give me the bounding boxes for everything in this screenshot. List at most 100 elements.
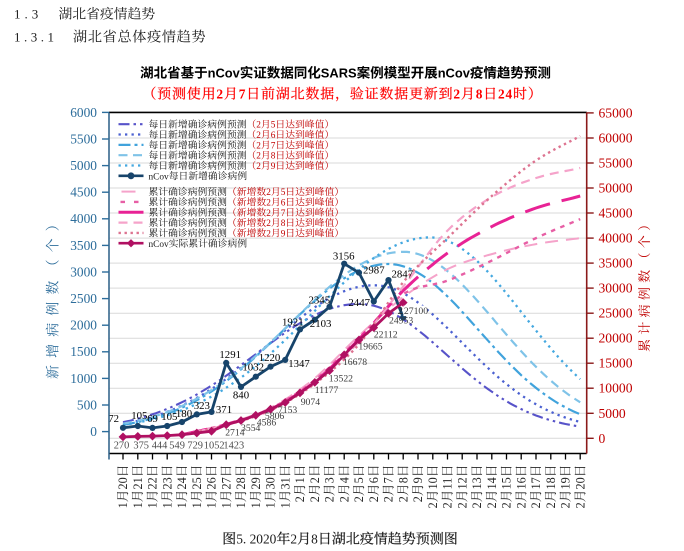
svg-text:15000: 15000	[599, 356, 633, 371]
svg-text:2: 2	[256, 152, 261, 162]
svg-text:2: 2	[367, 496, 381, 502]
svg-text:729: 729	[187, 440, 203, 451]
svg-text:2: 2	[256, 121, 261, 131]
svg-text:2714: 2714	[225, 428, 245, 439]
svg-text:29: 29	[249, 477, 263, 489]
svg-text:1: 1	[264, 502, 278, 508]
svg-text:45000: 45000	[599, 206, 633, 221]
svg-text:105: 105	[161, 411, 177, 423]
svg-text:2: 2	[515, 502, 529, 508]
svg-text:27: 27	[219, 477, 233, 489]
svg-text:4: 4	[337, 477, 351, 483]
svg-text:2: 2	[426, 502, 440, 508]
svg-text:nCov: nCov	[149, 240, 169, 250]
svg-text:1: 1	[249, 502, 263, 508]
svg-text:2: 2	[216, 87, 224, 102]
svg-text:9074: 9074	[301, 397, 321, 408]
svg-text:7153: 7153	[278, 405, 298, 416]
svg-text:30000: 30000	[599, 281, 633, 296]
svg-text:1: 1	[146, 502, 160, 508]
svg-text:549: 549	[169, 440, 185, 451]
svg-text:0: 0	[90, 424, 97, 439]
svg-text:3554: 3554	[241, 423, 261, 434]
svg-text:375: 375	[133, 440, 149, 451]
svg-text:1: 1	[293, 477, 307, 483]
svg-text:24: 24	[175, 477, 189, 489]
svg-text:2: 2	[266, 198, 271, 208]
svg-text:2987: 2987	[363, 265, 385, 277]
svg-text:72: 72	[108, 413, 119, 425]
svg-text:19: 19	[559, 477, 573, 489]
svg-text:500: 500	[77, 397, 97, 412]
svg-text:30: 30	[264, 477, 278, 489]
svg-text:2: 2	[266, 219, 271, 229]
svg-text:5000: 5000	[599, 406, 626, 421]
svg-text:17: 17	[529, 477, 543, 489]
svg-text:28: 28	[234, 477, 248, 489]
svg-text:7: 7	[239, 87, 247, 102]
svg-text:6: 6	[281, 198, 286, 208]
svg-text:1: 1	[234, 502, 248, 508]
svg-text:1: 1	[116, 502, 130, 508]
svg-text:2103: 2103	[310, 318, 332, 330]
svg-text:1.3: 1.3	[14, 7, 42, 22]
svg-text:23: 23	[160, 477, 174, 489]
svg-text:15: 15	[500, 477, 514, 489]
svg-text:2: 2	[574, 502, 588, 508]
svg-text:4586: 4586	[257, 417, 277, 428]
svg-text:2: 2	[441, 502, 455, 508]
svg-text:2: 2	[308, 477, 322, 483]
svg-text:105: 105	[131, 410, 147, 422]
svg-text:2: 2	[352, 496, 366, 502]
svg-text:20: 20	[574, 477, 588, 489]
svg-text:323: 323	[194, 400, 210, 412]
svg-text:24: 24	[498, 87, 513, 102]
svg-text:2: 2	[382, 496, 396, 502]
svg-text:11: 11	[441, 478, 455, 490]
svg-text:nCov: nCov	[149, 172, 169, 182]
svg-text:180: 180	[176, 408, 192, 420]
svg-text:1: 1	[278, 502, 292, 508]
svg-text:31: 31	[278, 477, 292, 489]
svg-text:21: 21	[131, 477, 145, 489]
svg-text:2: 2	[308, 496, 322, 502]
svg-text:4500: 4500	[70, 185, 97, 200]
svg-text:5. 2020: 5. 2020	[236, 532, 276, 547]
svg-text:4000: 4000	[70, 211, 97, 226]
svg-text:2: 2	[323, 496, 337, 502]
svg-text:444: 444	[152, 440, 168, 451]
svg-text:25: 25	[190, 477, 204, 489]
svg-text:1.3.1: 1.3.1	[14, 30, 58, 45]
svg-text:2: 2	[266, 229, 271, 239]
svg-text:2847: 2847	[392, 269, 414, 281]
svg-text:2447: 2447	[348, 297, 370, 309]
svg-text:6: 6	[367, 477, 381, 483]
svg-text:11177: 11177	[315, 385, 339, 396]
svg-text:60000: 60000	[599, 131, 633, 146]
svg-text:1500: 1500	[70, 344, 97, 359]
svg-text:0: 0	[599, 431, 606, 446]
svg-text:69: 69	[147, 413, 158, 425]
svg-text:2: 2	[256, 141, 261, 151]
svg-text:22112: 22112	[374, 330, 398, 341]
svg-text:nCov: nCov	[208, 66, 241, 81]
svg-text:3500: 3500	[70, 238, 97, 253]
svg-text:2: 2	[337, 496, 351, 502]
svg-text:10000: 10000	[599, 381, 633, 396]
svg-text:5806: 5806	[265, 411, 285, 422]
svg-text:1220: 1220	[259, 352, 281, 364]
svg-text:6000: 6000	[70, 105, 97, 120]
svg-text:1347: 1347	[288, 358, 310, 370]
svg-text:18: 18	[544, 477, 558, 489]
svg-text:2: 2	[411, 496, 425, 502]
svg-text:5500: 5500	[70, 131, 97, 146]
svg-text:2: 2	[256, 131, 261, 141]
svg-text:7: 7	[271, 141, 276, 151]
svg-text:7: 7	[382, 477, 396, 483]
svg-text:1: 1	[175, 502, 189, 508]
svg-text:8: 8	[271, 152, 276, 162]
svg-text:20000: 20000	[599, 331, 633, 346]
svg-text:2: 2	[470, 502, 484, 508]
svg-text:7: 7	[281, 209, 286, 219]
svg-text:5: 5	[352, 477, 366, 483]
